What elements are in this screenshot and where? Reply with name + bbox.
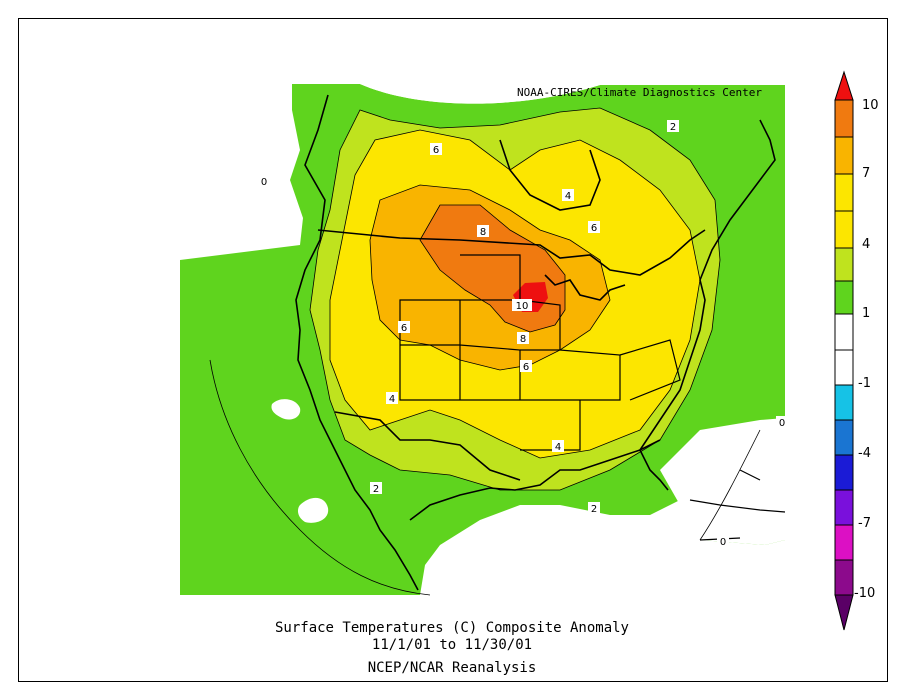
svg-text:8: 8: [520, 334, 526, 345]
svg-text:2: 2: [670, 122, 676, 133]
colorbar-label-neg4: -4: [858, 446, 871, 461]
contour-label-2-sw: 2: [370, 482, 382, 495]
contour-label-0-caribbean: 0: [717, 535, 729, 548]
colorbar-tip-top: [834, 70, 854, 101]
fill-white-topcut: [355, 80, 612, 104]
colorbar-band-4: [834, 210, 854, 249]
colorbar-band-14: [834, 559, 854, 596]
contour-label-4-north: 4: [562, 189, 574, 202]
colorbar-band-13: [834, 524, 854, 561]
contour-label-6-east: 6: [588, 221, 600, 234]
contour-label-2-se: 2: [588, 502, 600, 515]
colorbar-band-6: [834, 280, 854, 315]
contour-label-6-west: 6: [398, 321, 410, 334]
svg-text:6: 6: [401, 323, 407, 334]
colorbar-band-2: [834, 136, 854, 175]
contour-label-8-south: 8: [517, 332, 529, 345]
colorbar-label-4: 4: [862, 237, 871, 252]
great-lakes: [544, 274, 626, 301]
contour-outer-atlantic: [699, 429, 761, 541]
contour-label-6-south: 6: [520, 360, 532, 373]
colorbar-band-8: [834, 349, 854, 386]
fill-white-nw: [241, 139, 284, 180]
colorbar-label-10: 10: [862, 98, 879, 113]
state-lines-a: [399, 254, 681, 451]
colorbar-tip-bottom: [834, 594, 854, 631]
svg-text:2: 2: [373, 484, 379, 495]
colorbar-label-neg7: -7: [858, 516, 871, 531]
contour-6: [369, 184, 611, 371]
svg-text:6: 6: [433, 145, 439, 156]
contour-label-6-north: 6: [430, 143, 442, 156]
contour-label-4-west: 4: [386, 392, 398, 405]
credit-label: NOAA-CIRES/Climate Diagnostics Center: [517, 86, 763, 99]
colorbar-label-neg1: -1: [858, 376, 871, 391]
contour-4: [329, 129, 701, 459]
svg-text:4: 4: [565, 191, 571, 202]
colorbar-label-7: 7: [862, 166, 871, 181]
svg-text:0: 0: [779, 418, 785, 429]
svg-text:4: 4: [555, 442, 561, 453]
contour-label-2-ne: 2: [667, 120, 679, 133]
contour-label-0-atlantic: 0: [776, 416, 788, 429]
fill-white-atlantic: [660, 418, 785, 545]
west-coast: [295, 94, 419, 591]
svg-text:6: 6: [523, 362, 529, 373]
contour-label-0-nw: 0: [258, 175, 270, 188]
caption-dates: 11/1/01 to 11/30/01: [371, 637, 533, 653]
svg-text:6: 6: [591, 223, 597, 234]
contour-lines: [209, 107, 761, 596]
colorbar-label-1: 1: [862, 306, 871, 321]
colorbar-band-3: [834, 173, 854, 212]
plot-frame: [18, 18, 888, 682]
colorbar-band-7: [834, 313, 854, 351]
svg-text:0: 0: [720, 537, 726, 548]
contour-2: [309, 107, 721, 491]
contour-8: [419, 204, 566, 333]
contour-label-10: 10: [512, 299, 532, 312]
colorbar-label-neg10: -10: [854, 586, 876, 601]
contour-label-4-south: 4: [552, 440, 564, 453]
colorbar-band-5: [834, 247, 854, 282]
us-canada-border: [317, 229, 706, 276]
fill-white-pacific: [297, 497, 329, 523]
fill-white-gulf: [420, 500, 705, 595]
contour-label-8-north: 8: [477, 225, 489, 238]
colorbar-band-11: [834, 454, 854, 491]
contour-outer-pacific: [209, 359, 431, 596]
colorbar-band-10: [834, 419, 854, 456]
fill-white-pacific2: [271, 399, 301, 420]
map-domain: [180, 80, 785, 595]
gulf-coast: [409, 439, 661, 521]
caption-title: Surface Temperatures (C) Composite Anoma…: [274, 620, 629, 636]
colorbar-band-12: [834, 489, 854, 526]
colorbar: [834, 70, 854, 631]
svg-text:8: 8: [480, 227, 486, 238]
caption-source: NCEP/NCAR Reanalysis: [367, 660, 537, 676]
svg-text:2: 2: [591, 504, 597, 515]
contour-label-group: 0 2 2 2 4 4 4 6: [258, 120, 788, 548]
colorbar-band-9: [834, 384, 854, 421]
east-coast: [639, 119, 776, 451]
svg-text:0: 0: [261, 177, 267, 188]
florida: [639, 449, 669, 491]
colorbar-band-1: [834, 99, 854, 138]
svg-text:10: 10: [516, 301, 529, 312]
us-mexico-border: [334, 411, 521, 481]
svg-text:4: 4: [389, 394, 395, 405]
